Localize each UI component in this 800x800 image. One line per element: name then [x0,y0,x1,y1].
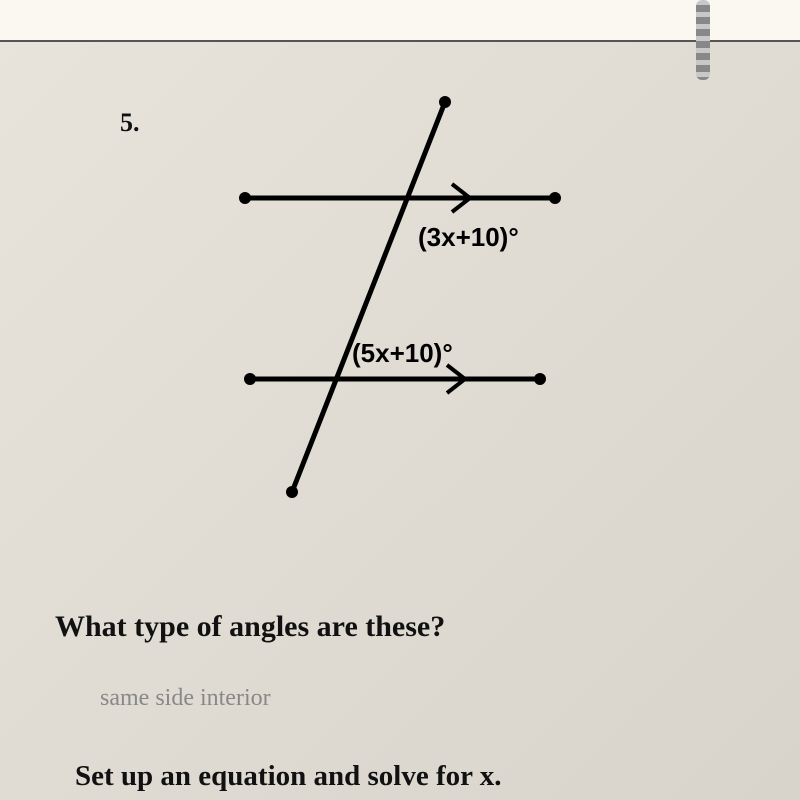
line-top-endpoint-left [239,192,251,204]
diagram-svg [170,80,570,500]
transversal-endpoint-top [439,96,451,108]
problem-number: 5. [120,108,140,138]
angle-label-top: (3x+10)° [418,222,519,253]
transversal-endpoint-bottom [286,486,298,498]
transversal-line [292,102,445,492]
line-bottom-endpoint-left [244,373,256,385]
notebook-spiral [696,0,710,80]
page-top-band [0,0,800,42]
line-top-endpoint-right [549,192,561,204]
line-bottom-endpoint-right [534,373,546,385]
answer-text: same side interior [100,685,271,712]
angle-label-bottom: (5x+10)° [352,338,453,369]
geometry-diagram [170,80,570,500]
setup-instruction: Set up an equation and solve for x. [75,760,502,793]
question-text: What type of angles are these? [55,610,445,644]
